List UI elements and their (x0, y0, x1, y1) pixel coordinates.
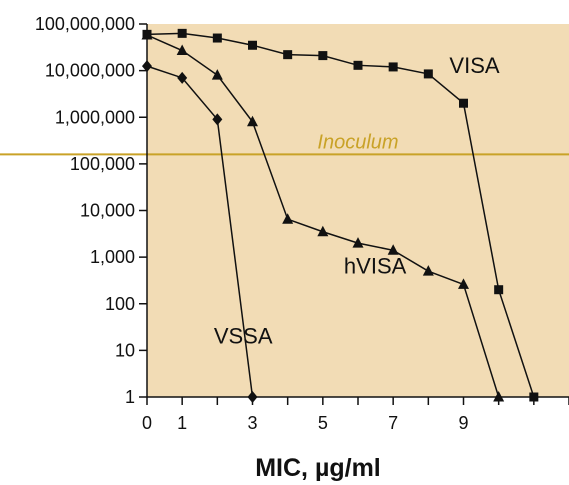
y-tick-label: 10 (115, 340, 135, 360)
plot-area (147, 24, 569, 397)
tick-labels: 1101001,00010,000100,0001,000,00010,000,… (35, 14, 469, 433)
y-tick-label: 10,000 (80, 201, 135, 221)
reference-line-group: Inoculum (0, 131, 569, 156)
visa-point (529, 392, 539, 402)
series-vssa: VSSA (142, 60, 273, 403)
hvisa-point (247, 115, 258, 127)
hvisa-point (282, 213, 294, 224)
vssa-label: VSSA (214, 324, 273, 349)
visa-point (318, 51, 328, 61)
hvisa-point (211, 69, 223, 80)
x-tick-label: 5 (318, 413, 328, 433)
visa-point (283, 50, 293, 60)
hvisa-point (422, 265, 434, 276)
y-tick-label: 10,000,000 (45, 61, 135, 81)
visa-point (459, 98, 468, 108)
vssa-point (142, 60, 152, 73)
hvisa-point (493, 391, 505, 402)
hvisa-point (176, 44, 188, 56)
series-visa: VISA (142, 28, 539, 402)
x-axis-title: MIC, µg/ml (255, 454, 381, 482)
hvisa-point (458, 278, 469, 289)
hvisa-label: hVISA (344, 253, 407, 278)
x-tick-label: 9 (458, 413, 468, 433)
vssa-point (247, 391, 258, 403)
visa-label: VISA (449, 53, 499, 78)
vssa-point (212, 113, 223, 126)
y-tick-label: 100,000 (70, 154, 135, 174)
visa-point (177, 28, 187, 38)
series-group: VISA hVISA VSSA (141, 28, 539, 403)
hvisa-point (141, 29, 153, 40)
visa-point (388, 62, 398, 72)
reference-line-label: Inoculum (317, 131, 398, 153)
vssa-point (177, 71, 188, 84)
y-tick-label: 1,000,000 (55, 107, 135, 127)
x-tick-label: 1 (177, 413, 187, 433)
visa-point (423, 69, 433, 79)
y-tick-label: 100,000,000 (35, 14, 135, 34)
hvisa-point (352, 237, 364, 248)
visa-point (248, 40, 257, 50)
visa-point (353, 60, 363, 70)
y-tick-label: 100 (105, 294, 135, 314)
series-hvisa: hVISA (141, 29, 505, 402)
vssa-line (146, 65, 254, 398)
visa-point (494, 285, 504, 295)
hvisa-point (317, 225, 329, 237)
hvisa-point (387, 244, 399, 255)
visa-point (212, 33, 222, 43)
visa-line (146, 32, 535, 398)
x-tick-label: 7 (388, 413, 398, 433)
x-tick-label: 3 (247, 413, 257, 433)
y-tick-label: 1,000 (90, 247, 135, 267)
y-tick-label: 1 (125, 387, 135, 407)
x-tick-label: 0 (142, 413, 152, 433)
